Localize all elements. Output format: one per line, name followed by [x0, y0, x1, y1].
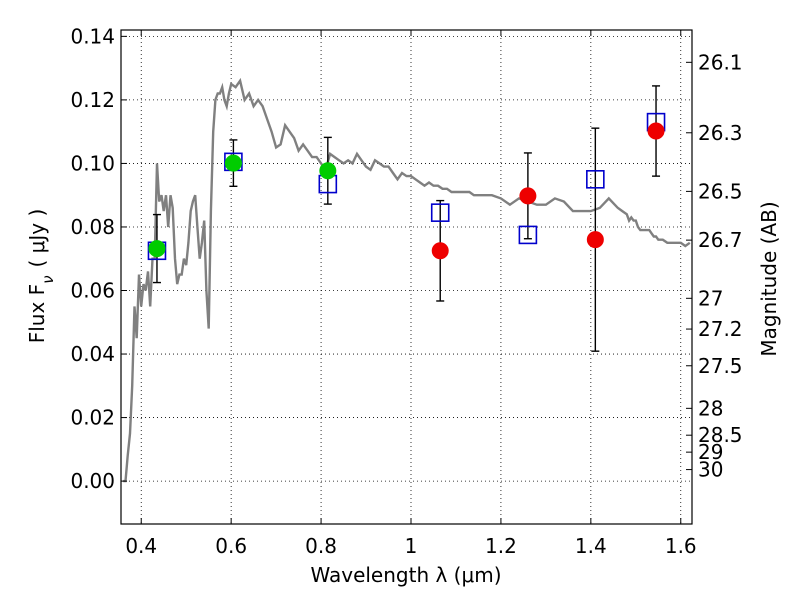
x-tick-label: 1: [405, 534, 418, 558]
y2-tick-label: 29: [698, 440, 723, 464]
y2-tick-label: 28: [698, 396, 723, 420]
x-tick-label: 1.4: [575, 534, 607, 558]
spectrum-line: [123, 77, 691, 483]
x-axis-title: Wavelength λ (μm): [310, 563, 501, 587]
svg-text:Flux Fν( μJy ): Flux Fν ( μJy ): [25, 209, 57, 344]
y-tick-label: 0.08: [70, 215, 115, 239]
y2-tick-label: 28.5: [698, 423, 743, 447]
tick-marks: [121, 30, 692, 524]
x-tick-label: 0.6: [215, 534, 247, 558]
y-tick-labels: 0.00 0.02 0.04 0.06 0.08 0.10 0.12 0.14: [70, 24, 115, 493]
y-tick-label: 0.04: [70, 342, 115, 366]
error-bars: [152, 85, 661, 352]
data-point: [431, 242, 449, 260]
y-axis-title-group: Flux Fν ( μJy ): [25, 209, 57, 344]
y-tick-label: 0.06: [70, 279, 115, 303]
data-point: [519, 187, 537, 205]
y-axis-title: Flux F: [25, 284, 49, 343]
x-tick-label: 0.4: [125, 534, 157, 558]
observed-photometry: [148, 122, 665, 260]
model-photometry-square: [586, 170, 605, 189]
y-axis-title-subscript: ν: [39, 275, 57, 283]
model-photometry-square: [518, 225, 538, 245]
x-tick-label: 1.2: [485, 534, 517, 558]
data-point: [148, 240, 166, 258]
y2-tick-label: 26.7: [698, 228, 743, 252]
data-point: [319, 162, 337, 180]
y-tick-label: 0.10: [70, 151, 115, 175]
y2-axis-title: Magnitude (AB): [757, 201, 781, 356]
y2-tick-label: 27.2: [698, 317, 743, 341]
y2-tick-label: 27: [698, 286, 723, 310]
y2-tick-label: 30: [698, 458, 723, 482]
y-tick-label: 0.14: [70, 24, 115, 48]
data-point: [224, 154, 242, 172]
x-tick-labels: 0.4 0.6 0.8 1 1.2 1.4 1.6: [125, 534, 696, 558]
data-point: [647, 122, 665, 140]
x-tick-label: 1.6: [665, 534, 697, 558]
y2-tick-label: 26.3: [698, 121, 743, 145]
data-point: [586, 231, 604, 249]
y2-tick-label: 27.5: [698, 354, 743, 378]
y2-axis-title-group: Magnitude (AB): [757, 201, 781, 356]
model-photometry: [147, 112, 666, 261]
model-spectrum: [123, 77, 691, 483]
plot-frame: [120, 29, 693, 525]
y2-tick-label: 26.1: [698, 50, 743, 74]
y-tick-label: 0.12: [70, 88, 115, 112]
y2-tick-label: 26.5: [698, 179, 743, 203]
y-tick-label: 0.02: [70, 406, 115, 430]
y-tick-label: 0.00: [70, 469, 115, 493]
model-photometry-square: [430, 203, 450, 222]
y-axis-title-unit: ( μJy ): [25, 209, 49, 268]
x-tick-label: 0.8: [305, 534, 337, 558]
